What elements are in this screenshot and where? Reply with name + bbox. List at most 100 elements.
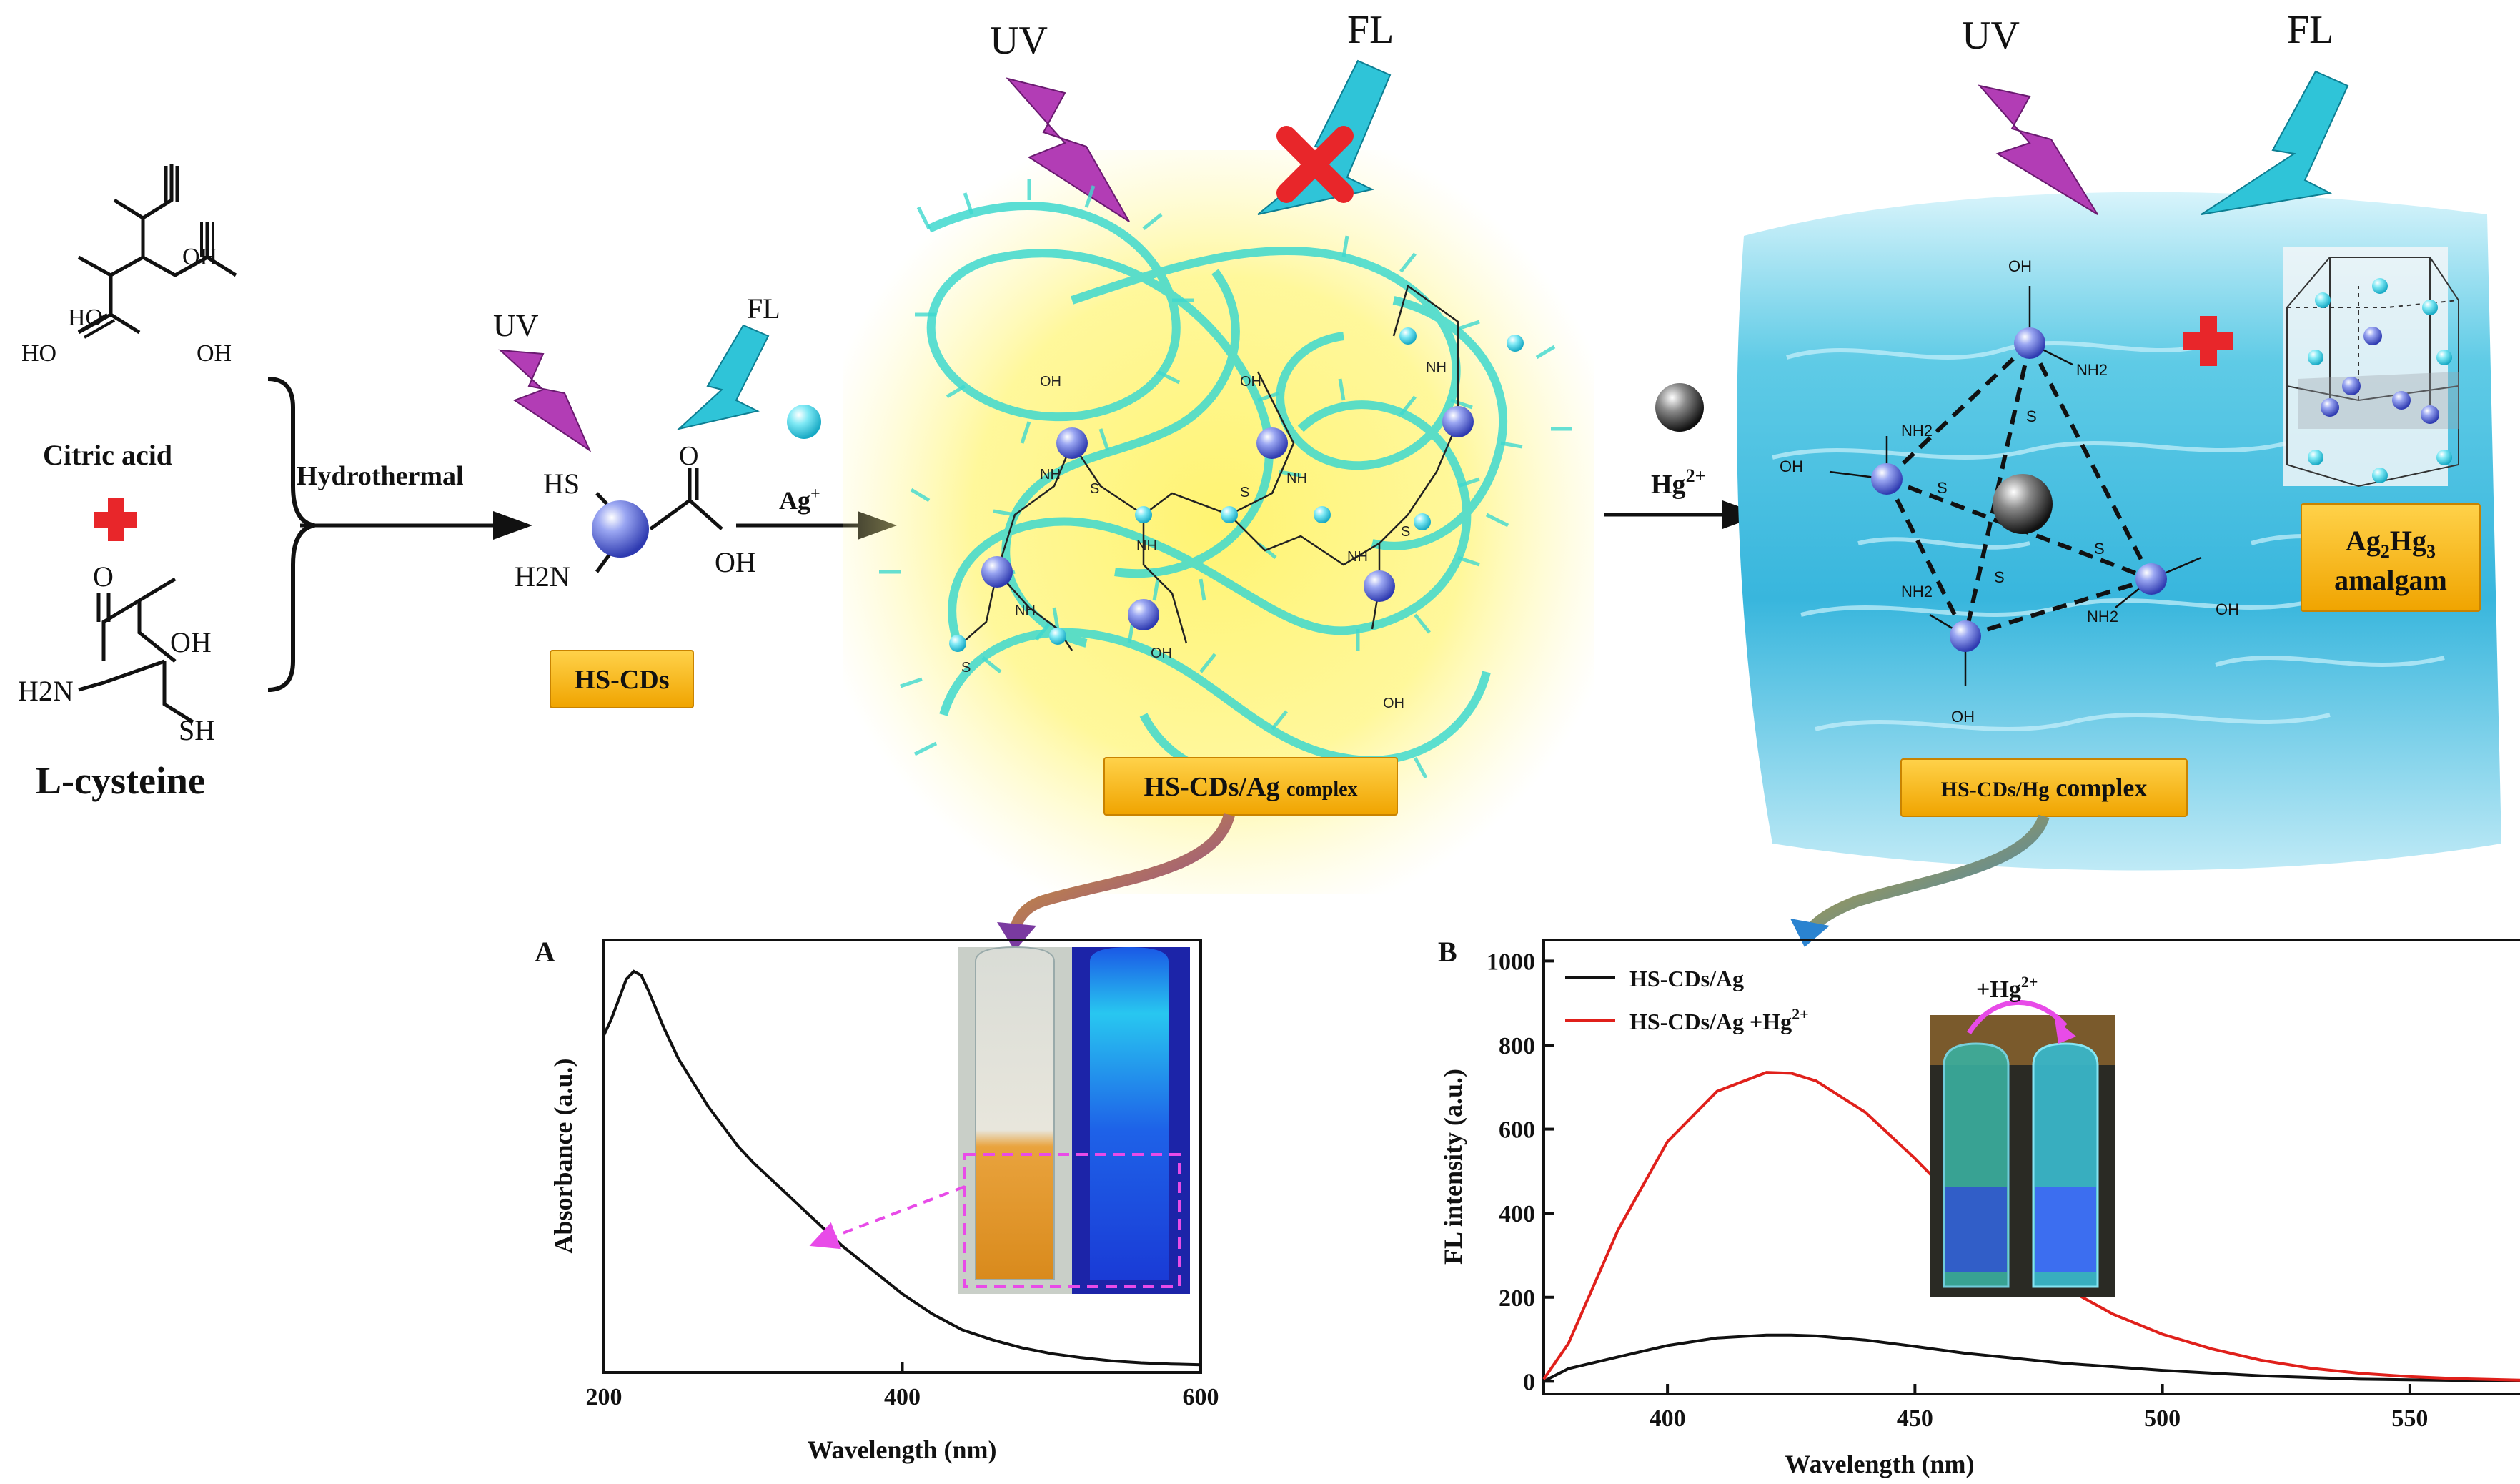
- pointer-arrow: [809, 1185, 966, 1250]
- lattice-atom-hg: [2372, 278, 2388, 294]
- group-oh: OH: [1383, 696, 1404, 711]
- hs-cds-uv-bolt: UV: [493, 308, 592, 452]
- network-bead-ag: [1507, 335, 1524, 352]
- hg-group-s: S: [1937, 479, 1948, 497]
- hs-cds-fl-bolt: FL: [676, 292, 780, 430]
- panel-a-xtick-label: 200: [586, 1384, 622, 1410]
- ag-complex-label-sub: complex: [1286, 778, 1358, 801]
- cys-sh: SH: [179, 714, 215, 746]
- hs-cds-uv-label: UV: [493, 308, 539, 343]
- hg-group-oh: OH: [2216, 600, 2239, 618]
- network-bead: [1256, 427, 1288, 459]
- amalgam-label-box: Ag2Hg3 amalgam: [2301, 503, 2481, 612]
- panel-b-inset-photo: +Hg2+: [1930, 973, 2115, 1297]
- ag-complex-strands: [926, 202, 1508, 782]
- cys-o: O: [93, 560, 114, 593]
- hs-cds-fl-label: FL: [747, 292, 780, 325]
- ag-complex-fl-label: FL: [1347, 8, 1394, 52]
- hg-complex-molecule: OH NH2 NH2 OH S S S S OH NH2 NH2 OH: [1780, 257, 2239, 726]
- hg-network-bead: [1950, 620, 1981, 652]
- group-nh2: NH: [1426, 360, 1447, 375]
- hg-network-bead: [2014, 327, 2045, 359]
- hg-group-oh: OH: [2008, 257, 2032, 275]
- tube-uv: [1090, 947, 1169, 1280]
- group-s: S: [1401, 524, 1410, 540]
- arrow-to-panel-b: [1790, 814, 2050, 947]
- panel-b-xtick-label: 400: [1650, 1405, 1686, 1432]
- arrow-to-panel-a: [997, 813, 1235, 951]
- hg-group-nh2: NH2: [2087, 608, 2118, 625]
- lattice-atom-hg: [2308, 350, 2323, 365]
- panel-b-ylabel: FL intensity (a.u.): [1439, 1069, 1467, 1265]
- lattice-atom-ag: [2421, 405, 2439, 424]
- lattice-atom-ag: [2392, 391, 2411, 410]
- network-bead-ag: [1049, 628, 1066, 645]
- hs-cds-label-box: HS-CDs: [550, 650, 694, 708]
- panel-b-ytick-label: 600: [1499, 1117, 1535, 1144]
- tube-after-liquid: [2035, 1187, 2096, 1272]
- group-oh: OH: [1040, 374, 1061, 390]
- hg-center-bead: [1993, 474, 2053, 534]
- hs-cds-oh: OH: [715, 546, 756, 578]
- ag-complex-label-main: HS-CDs/Ag: [1144, 772, 1279, 802]
- ag-complex-uv-label: UV: [990, 19, 1048, 63]
- ag-complex-group-labels: OH OH OH OH NH NH NH NH NH S S S S NH: [961, 360, 1447, 711]
- panel-b-axes-frame: [1542, 939, 2520, 1395]
- hs-cds-nh2: H2N: [515, 560, 570, 593]
- hg-group-nh2: NH2: [1901, 422, 1933, 440]
- amalgam-name: amalgam: [2334, 564, 2447, 596]
- l-cysteine-name: L-cysteine: [36, 759, 205, 802]
- hg-group-s: S: [2094, 540, 2105, 558]
- network-bead-ag: [1135, 506, 1152, 523]
- panel-a-xtick-label: 400: [884, 1384, 921, 1410]
- hg-complex-label-main: HS-CDs/Hg: [1941, 778, 2050, 801]
- lattice-atom-ag: [2363, 327, 2382, 345]
- hg-network-bead: [1871, 463, 1903, 495]
- network-bead: [1442, 406, 1474, 437]
- network-bead-ag: [1399, 327, 1417, 345]
- ag-plus-label: Ag+: [779, 485, 820, 515]
- group-s: S: [1090, 481, 1099, 497]
- network-bead-ag: [1414, 513, 1431, 530]
- tube-before-liquid: [1945, 1187, 2007, 1272]
- panel-b-ytick-label: 400: [1499, 1201, 1535, 1227]
- panel-b-fluorescence-chart: B 400 450 500 550 0 200 400 600 800 1000 Waveleng…: [1438, 936, 2520, 1478]
- transfer-arrow: [1967, 1000, 2068, 1034]
- panel-a-series-line: [602, 969, 1201, 1367]
- hg-complex-uv-label: UV: [1962, 14, 2020, 58]
- citric-ho-2: HO: [68, 305, 103, 331]
- lattice-atom-hg: [2372, 468, 2388, 483]
- ag-complex-beads: [949, 327, 1524, 652]
- citric-oh-1: OH: [182, 244, 217, 270]
- group-nh: NH: [1040, 467, 1061, 483]
- group-oh: OH: [1240, 374, 1261, 390]
- hg-complex-fl-label: FL: [2287, 8, 2333, 52]
- ag-complex-label: HS-CDs/Ag complex: [1144, 772, 1357, 802]
- hs-cds-o: O: [679, 441, 698, 471]
- group-s: S: [1240, 485, 1249, 500]
- amalgam-atoms: [2308, 278, 2452, 483]
- hg-plus-label: Hg2+: [1651, 465, 1705, 500]
- hg-group-nh2: NH2: [1901, 583, 1933, 600]
- hydrothermal-label: Hydrothermal: [297, 461, 464, 491]
- group-nh: NH: [1136, 538, 1157, 554]
- group-nh: NH: [1015, 603, 1036, 618]
- network-bead: [1128, 599, 1159, 630]
- l-cysteine-structure: O OH H2N SH L-cysteine: [18, 560, 215, 802]
- legend-label-hs-cds-ag-hg: HS-CDs/Ag +Hg2+: [1629, 1005, 1809, 1034]
- lattice-atom-hg: [2436, 450, 2452, 465]
- lattice-atom-hg: [2308, 450, 2323, 465]
- hg-network-bead: [2135, 563, 2167, 595]
- plus-icon-hg: [2183, 316, 2233, 366]
- panel-b-xtick-label: 500: [2144, 1405, 2181, 1432]
- hg-complex-uv-bolt: UV: [1962, 14, 2098, 215]
- amalgam-crystal-lattice: [2283, 247, 2459, 488]
- network-bead-ag: [1314, 506, 1331, 523]
- panel-a-xlabel: Wavelength (nm): [808, 1435, 997, 1464]
- panel-a-letter: A: [535, 936, 555, 968]
- hg-complex-fl-bolt: FL: [2201, 8, 2349, 215]
- panel-a-absorbance-chart: A 200 400 600 Wavelength (nm) Absorbance (…: [535, 936, 1219, 1464]
- hydrothermal-arrow: Hydrothermal: [297, 461, 532, 540]
- panel-b-ytick-label: 0: [1523, 1369, 1535, 1395]
- lattice-atom-hg: [2436, 350, 2452, 365]
